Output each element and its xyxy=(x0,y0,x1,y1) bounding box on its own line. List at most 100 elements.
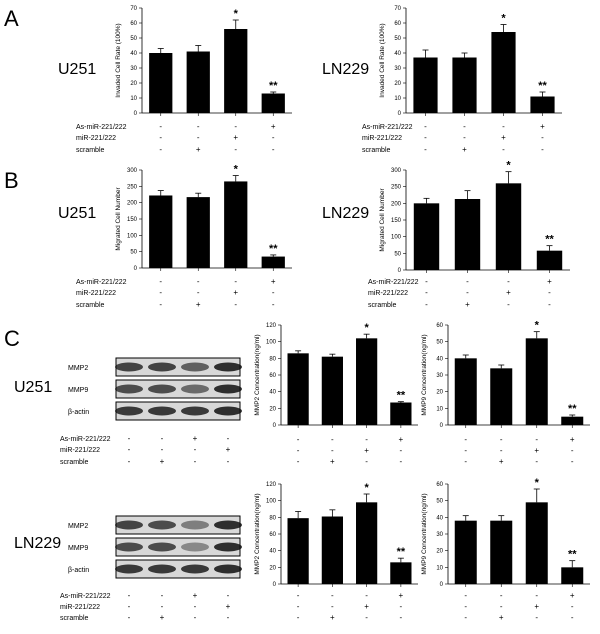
y-tick-label: 80 xyxy=(269,515,276,521)
treatment-sign: + xyxy=(226,602,231,611)
blot-band xyxy=(148,384,176,394)
treatment-sign: - xyxy=(297,446,300,455)
bar xyxy=(561,567,584,584)
treatment-sign: - xyxy=(365,613,368,622)
blot-band xyxy=(148,362,176,372)
y-axis-title: Invaded Cell Rate (100%) xyxy=(115,23,122,97)
treatment-sign: - xyxy=(272,300,275,309)
y-tick-label: 50 xyxy=(394,251,401,257)
treatment-sign: - xyxy=(466,288,469,297)
treatment-sign: - xyxy=(365,435,368,444)
significance-marker: * xyxy=(535,477,540,489)
blot-band xyxy=(181,520,209,530)
treatment-sign: - xyxy=(234,300,237,309)
treatment-sign: - xyxy=(466,277,469,286)
treatment-sign: + xyxy=(193,434,198,443)
treatment-label: As-miR-221/222 xyxy=(76,124,127,131)
treatment-sign: - xyxy=(548,300,551,309)
bar xyxy=(454,358,477,425)
blot-band xyxy=(115,520,143,530)
treatment-table-b-u251: As-miR-221/222 - - - + miR-221/222 - - + - scrambl… xyxy=(76,277,276,309)
treatment-sign: - xyxy=(424,145,427,154)
treatment-sign: - xyxy=(425,277,428,286)
bar xyxy=(261,256,285,268)
treatment-table-b-ln229: As-miR-221/222- - - +miR-221/222- - + -scrambl… xyxy=(368,277,552,309)
y-tick-label: 30 xyxy=(436,373,443,379)
blot-band xyxy=(181,362,209,372)
treatment-sign: - xyxy=(161,434,164,443)
treatment-sign: + xyxy=(570,591,575,600)
cell-line-label-b-ln229: LN229 xyxy=(322,205,369,222)
treatment-sign: - xyxy=(297,602,300,611)
bar xyxy=(149,195,173,268)
cell-line-label-c-u251: U251 xyxy=(14,379,52,396)
y-tick-label: 40 xyxy=(269,390,276,396)
treatment-signs-c-u251-mmp9: - - - + - - + - - + - - xyxy=(464,435,575,466)
treatment-sign: - xyxy=(161,445,164,454)
blot-band xyxy=(214,406,242,416)
treatment-sign: - xyxy=(331,602,334,611)
y-tick-label: 10 xyxy=(394,96,401,102)
y-tick-label: 100 xyxy=(127,233,138,239)
y-tick-label: 50 xyxy=(436,340,443,346)
treatment-label: scramble xyxy=(76,302,105,309)
bar xyxy=(490,368,513,425)
treatment-signs-c-ln229-mmp2: - - - + - - + - - + - - xyxy=(297,591,404,622)
y-tick-label: 60 xyxy=(269,373,276,379)
y-tick-label: 60 xyxy=(130,21,137,27)
bar xyxy=(530,96,555,113)
y-tick-label: 100 xyxy=(266,340,277,346)
bar xyxy=(525,338,548,425)
blot-band xyxy=(181,384,209,394)
bar xyxy=(452,57,477,113)
treatment-sign: - xyxy=(159,145,162,154)
treatment-sign: - xyxy=(424,133,427,142)
treatment-sign: - xyxy=(234,145,237,154)
y-tick-label: 40 xyxy=(130,51,137,57)
treatment-label: miR-221/222 xyxy=(76,135,116,142)
y-tick-label: 20 xyxy=(269,565,276,571)
treatment-sign: - xyxy=(535,613,538,622)
significance-marker: * xyxy=(364,322,369,334)
y-tick-label: 40 xyxy=(269,549,276,555)
y-tick-label: 60 xyxy=(394,21,401,27)
significance-marker: * xyxy=(364,482,369,494)
bar xyxy=(186,51,210,113)
treatment-sign: - xyxy=(507,277,510,286)
y-tick-label: 50 xyxy=(436,499,443,505)
y-axis-title: Invaded Cell Rate (100%) xyxy=(379,23,386,97)
treatment-sign: - xyxy=(128,591,131,600)
treatment-sign: - xyxy=(128,613,131,622)
treatment-sign: + xyxy=(399,435,404,444)
bar xyxy=(454,520,477,584)
treatment-table-a-ln229: As-miR-221/222 - - - + miR-221/222 - - + - scrambl… xyxy=(362,122,545,154)
y-tick-label: 20 xyxy=(394,81,401,87)
treatment-sign: - xyxy=(571,602,574,611)
treatment-sign: - xyxy=(297,591,300,600)
treatment-sign: - xyxy=(331,446,334,455)
y-tick-label: 250 xyxy=(127,184,138,190)
treatment-tables: As-miR-221/222 - - - + miR-221/222 - - + - scrambl… xyxy=(60,122,575,622)
blot-band xyxy=(214,542,242,552)
treatment-sign: - xyxy=(227,457,230,466)
treatment-sign: - xyxy=(297,435,300,444)
treatment-sign: + xyxy=(570,435,575,444)
treatment-sign: - xyxy=(227,613,230,622)
bar xyxy=(490,520,513,584)
blot-band xyxy=(214,520,242,530)
treatment-label: scramble xyxy=(60,615,89,622)
treatment-sign: - xyxy=(161,602,164,611)
treatment-sign: - xyxy=(234,122,237,131)
treatment-sign: - xyxy=(535,457,538,466)
treatment-sign: + xyxy=(534,602,539,611)
treatment-signs-c-u251-mmp2: - - - + - - + - - + - - xyxy=(297,435,404,466)
blot-band xyxy=(148,520,176,530)
y-tick-label: 60 xyxy=(269,532,276,538)
blot-band xyxy=(214,362,242,372)
bar xyxy=(495,183,522,270)
y-tick-label: 40 xyxy=(436,356,443,362)
y-tick-label: 200 xyxy=(391,201,402,207)
